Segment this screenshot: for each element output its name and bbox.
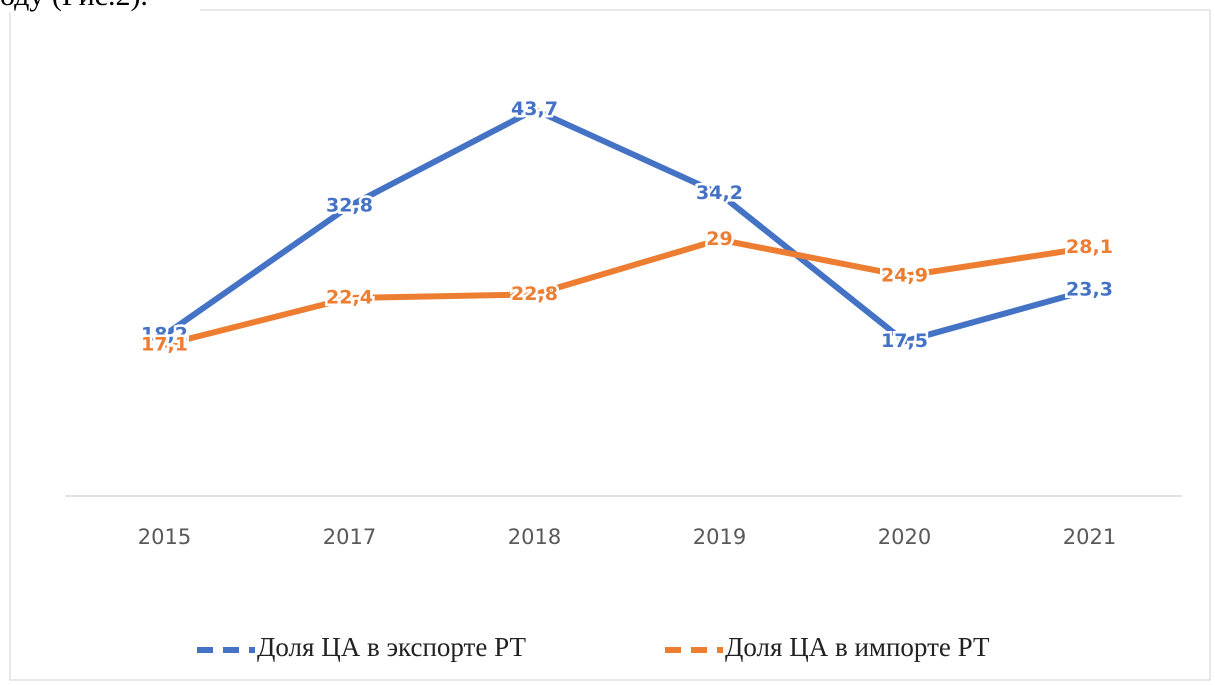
data-label: 24,9 xyxy=(881,264,928,286)
legend-label: Доля ЦА в экспорте РТ xyxy=(257,632,526,662)
data-label: 22,8 xyxy=(511,283,558,305)
x-tick-label: 2015 xyxy=(138,525,191,549)
data-label: 28,1 xyxy=(1066,236,1113,258)
data-label: 22,4 xyxy=(326,286,373,308)
chart-frame xyxy=(9,9,1211,681)
page-text: оду (Рис.2). xyxy=(0,0,148,12)
x-tick-label: 2021 xyxy=(1063,525,1116,549)
data-label: 23,3 xyxy=(1066,279,1113,301)
x-tick-label: 2018 xyxy=(508,525,561,549)
series-line xyxy=(162,106,1091,345)
series-line xyxy=(163,236,1090,348)
data-label: 18,2 xyxy=(141,324,188,346)
text-mask xyxy=(0,0,200,12)
data-label: 17,5 xyxy=(881,330,928,352)
legend-label: Доля ЦА в импорте РТ xyxy=(725,632,990,662)
data-label: 32,8 xyxy=(326,195,373,217)
data-label: 34,2 xyxy=(696,182,743,204)
x-tick-label: 2017 xyxy=(323,525,376,549)
data-label: 17,1 xyxy=(141,333,188,355)
x-tick-label: 2019 xyxy=(693,525,746,549)
x-tick-label: 2020 xyxy=(878,525,931,549)
data-label: 29 xyxy=(706,228,732,250)
data-label: 43,7 xyxy=(511,98,558,120)
